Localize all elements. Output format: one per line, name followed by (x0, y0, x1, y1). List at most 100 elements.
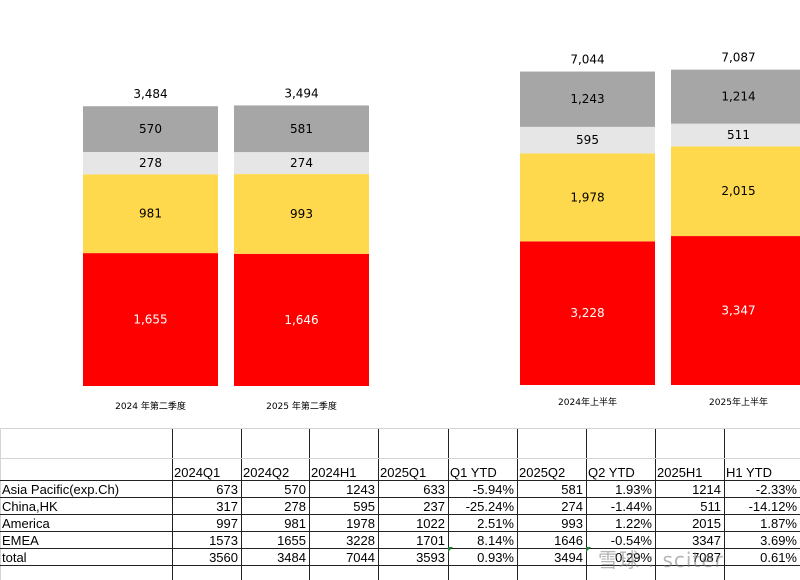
table-cell: 3484 (277, 550, 306, 565)
bar-segment-asia-pacific-exp-ch--2 (234, 105, 369, 153)
table-cell: -25.24% (466, 499, 515, 514)
total-label: 7,044 (570, 53, 604, 67)
table-cell: 7044 (346, 550, 375, 565)
data-label: 1,978 (570, 190, 604, 204)
category-label: 2025 年第二季度 (266, 400, 337, 412)
chart-2: 3,228 1,978 595 1,243 7,044 2024年上半年 3,347 2,01… (520, 51, 800, 408)
table-cell: 581 (561, 482, 583, 497)
table-cell: 570 (284, 482, 306, 497)
table-cell: 981 (284, 516, 306, 531)
table-cell: 511 (700, 499, 721, 514)
table-cell: 2.51% (477, 516, 514, 531)
bar-segment-asia-pacific-exp-ch--2 (671, 69, 800, 124)
bar-segment-america-2 (234, 174, 369, 254)
row-label: China,HK (2, 499, 58, 514)
table-cell: 1.93% (615, 482, 652, 497)
table-cell: 3560 (209, 550, 238, 565)
table-cell: 2015 (692, 516, 721, 531)
table-cell: 673 (216, 482, 238, 497)
table-cell: -1.44% (611, 499, 653, 514)
column-header: H1 YTD (726, 465, 772, 480)
data-label: 570 (139, 122, 162, 136)
table-cell: 317 (216, 499, 238, 514)
bar-segment-america-1 (520, 153, 655, 242)
data-label: 2,015 (721, 184, 755, 198)
bar-segment-emea-1 (83, 253, 218, 386)
total-label: 3,484 (133, 87, 167, 101)
spreadsheet-table: 2024Q1 2024Q2 2024H1 2025Q1 Q1 YTD 2025Q2 Q2 Y… (0, 428, 800, 580)
table-cell: -5.94% (473, 482, 515, 497)
table-cell: 993 (561, 516, 583, 531)
table-cell: 8.14% (477, 533, 514, 548)
table-cell: 1.22% (615, 516, 652, 531)
bar-segment-asia-pacific-exp-ch--1 (520, 71, 655, 127)
bar-segment-china-hk-2 (234, 152, 369, 175)
column-header: 2025Q1 (380, 465, 426, 480)
table-cell: 1.87% (760, 516, 797, 531)
data-label: 1,655 (133, 313, 167, 327)
column-header: Q2 YTD (588, 465, 635, 480)
table-cell: 1646 (554, 533, 583, 548)
column-header: 2024H1 (311, 465, 357, 480)
data-label: 3,347 (721, 304, 755, 318)
table-cell: -0.54% (611, 533, 653, 548)
table-cell: 595 (353, 499, 375, 514)
total-label: 7,087 (721, 51, 755, 65)
table-cell: 997 (216, 516, 238, 531)
stacked-bar-charts: 1,655 981 278 570 3,484 2024 年第二季度 1,646 993 274… (83, 51, 800, 412)
chart-1: 1,655 981 278 570 3,484 2024 年第二季度 1,646 993 274… (83, 86, 369, 412)
column-header: Q1 YTD (450, 465, 497, 480)
table-cell: 3347 (692, 533, 721, 548)
table-cell: 274 (561, 499, 583, 514)
table-cell: 3593 (416, 550, 445, 565)
bar-segment-asia-pacific-exp-ch--1 (83, 106, 218, 153)
cell-marker (448, 547, 453, 552)
data-label: 274 (290, 156, 313, 170)
watermark: 雪球 : sciter (598, 548, 724, 572)
cell-marker (586, 547, 591, 552)
table-cell: 1214 (692, 482, 721, 497)
bar-segment-emea-2 (234, 253, 369, 386)
data-label: 278 (139, 156, 162, 170)
bar-segment-emea-1 (520, 241, 655, 385)
table-cell: 1022 (416, 516, 445, 531)
data-label: 581 (290, 122, 313, 136)
bar-segment-america-2 (671, 146, 800, 237)
bar-segment-america-1 (83, 174, 218, 254)
data-label: 3,228 (570, 306, 604, 320)
table-cell: 0.61% (760, 550, 797, 565)
data-label: 993 (290, 207, 313, 221)
table-cell: 1243 (346, 482, 375, 497)
table-cell: 278 (284, 499, 306, 514)
data-label: 595 (576, 133, 599, 147)
column-header: 2024Q1 (174, 465, 220, 480)
column-header: 2024Q2 (243, 465, 289, 480)
category-label: 2025年上半年 (709, 396, 768, 408)
data-label: 981 (139, 207, 162, 221)
table-cell: 0.93% (477, 550, 514, 565)
data-label: 1,646 (284, 313, 318, 327)
bar-segment-china-hk-1 (83, 152, 218, 175)
table-cell: -14.12% (749, 499, 798, 514)
row-label: total (2, 550, 27, 565)
column-header: 2025H1 (657, 465, 703, 480)
table-cell: 1701 (416, 533, 445, 548)
table-cell: 3494 (554, 550, 583, 565)
data-label: 1,243 (570, 92, 604, 106)
category-label: 2024年上半年 (558, 396, 617, 408)
data-label: 1,214 (721, 90, 755, 104)
bar-segment-emea-2 (671, 236, 800, 385)
table-cell: -2.33% (756, 482, 798, 497)
table-cell: 1655 (277, 533, 306, 548)
table-cell: 3228 (346, 533, 375, 548)
table-cell: 1978 (346, 516, 375, 531)
table-cell: 633 (423, 482, 445, 497)
row-label: EMEA (2, 533, 39, 548)
bar-segment-china-hk-1 (520, 126, 655, 154)
data-label: 511 (727, 128, 750, 142)
table-cell: 1573 (209, 533, 238, 548)
column-header: 2025Q2 (519, 465, 565, 480)
bar-segment-china-hk-2 (671, 123, 800, 147)
table-cell: 7087 (692, 550, 721, 565)
row-label: Asia Pacific(exp.Ch) (2, 482, 119, 497)
